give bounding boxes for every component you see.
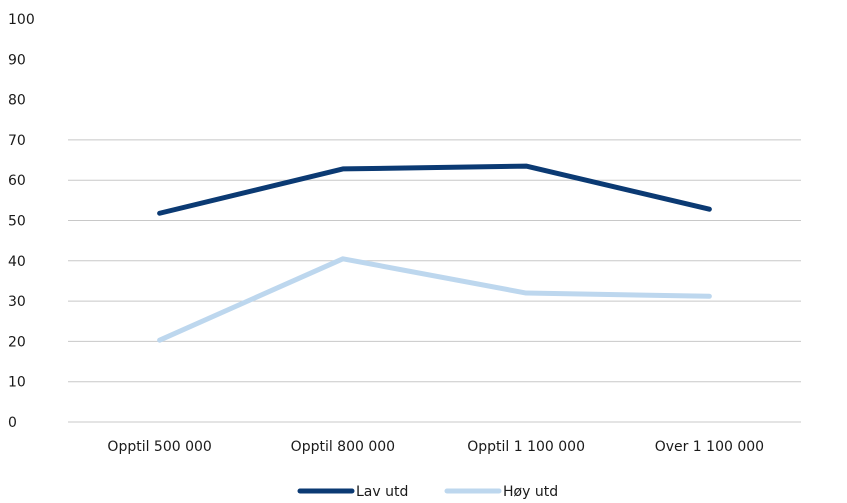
x-tick-label: Opptil 500 000 [107,439,211,455]
y-tick-label: 70 [8,133,26,149]
y-tick-label: 90 [8,52,26,68]
series-line-lav-utd [157,163,712,216]
y-tick-label: 0 [8,415,17,431]
y-tick-label: 20 [8,334,26,350]
x-tick-label: Opptil 1 100 000 [467,439,585,455]
legend-label: Lav utd [356,484,408,500]
x-tick-label: Over 1 100 000 [655,439,764,455]
y-axis-tick-labels: 0 10 20 30 40 50 60 70 80 90 100 [8,12,35,431]
y-tick-label: 60 [8,173,26,189]
y-tick-label: 40 [8,254,26,270]
legend: Lav utd Høy utd [297,484,558,500]
x-axis-tick-labels: Opptil 500 000 Opptil 800 000 Opptil 1 100… [107,439,764,455]
y-tick-label: 100 [8,12,35,28]
gridlines [68,139,801,423]
y-tick-label: 80 [8,93,26,109]
y-tick-label: 30 [8,294,26,310]
series-line-h-y-utd [157,256,712,343]
x-tick-label: Opptil 800 000 [291,439,395,455]
y-tick-label: 10 [8,375,26,391]
series-lines [157,163,712,343]
legend-label: Høy utd [503,484,558,500]
y-tick-label: 50 [8,214,26,230]
